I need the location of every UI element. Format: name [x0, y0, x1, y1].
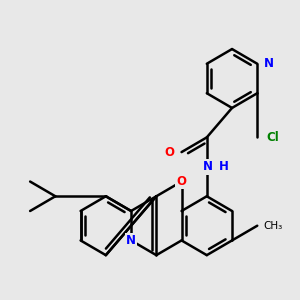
Text: N: N	[126, 234, 136, 247]
Text: O: O	[164, 146, 174, 159]
Text: H: H	[219, 160, 228, 173]
Text: N: N	[203, 160, 213, 173]
Text: CH₃: CH₃	[264, 221, 283, 231]
Text: O: O	[176, 175, 187, 188]
Text: Cl: Cl	[266, 131, 279, 144]
Text: N: N	[264, 57, 274, 70]
